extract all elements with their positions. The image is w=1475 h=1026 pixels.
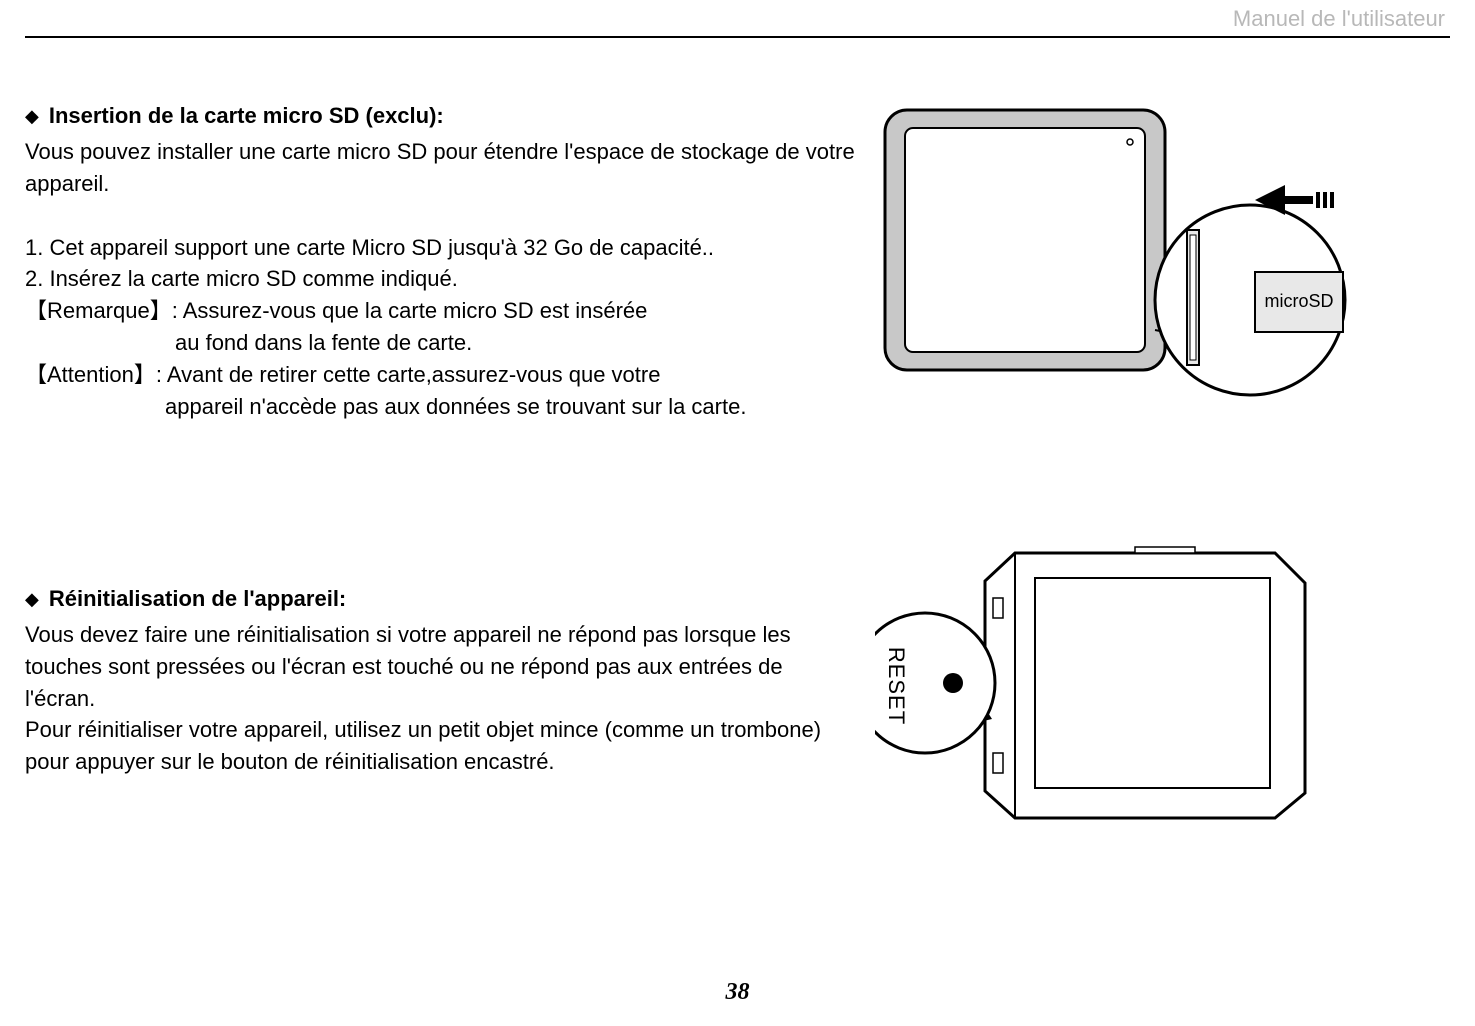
section2-title: Réinitialisation de l'appareil: [49, 583, 346, 615]
attention-row: 【Attention】 : Avant de retirer cette car… [25, 359, 855, 391]
page-number: 38 [0, 979, 1475, 1006]
section1-point2: 2. Insérez la carte micro SD comme indiq… [25, 263, 855, 295]
section2-figure: RESET [855, 523, 1450, 823]
section1-text: ◆ Insertion de la carte micro SD (exclu)… [25, 100, 855, 423]
attention-text: : Avant de retirer cette carte,assurez-v… [156, 359, 661, 391]
remarque-label: 【Remarque】 [25, 295, 172, 327]
header-rule [25, 36, 1450, 38]
section1-heading: ◆ Insertion de la carte micro SD (exclu)… [25, 100, 855, 132]
attention-cont: appareil n'accède pas aux données se tro… [25, 391, 855, 423]
section2-text: ◆ Réinitialisation de l'appareil: Vous d… [25, 583, 855, 778]
remarque-cont: au fond dans la fente de carte. [25, 327, 855, 359]
remarque-text: : Assurez-vous que la carte micro SD est… [172, 295, 648, 327]
reset-label: RESET [883, 647, 909, 725]
diamond-bullet-icon: ◆ [25, 107, 39, 125]
section2-p2: Pour réinitialiser votre appareil, utili… [25, 714, 855, 778]
section2-p1: Vous devez faire une réinitialisation si… [25, 619, 855, 715]
header-title: Manuel de l'utilisateur [1233, 6, 1445, 32]
tablet-sd-illustration: microSD [875, 100, 1355, 400]
section-reset: ◆ Réinitialisation de l'appareil: Vous d… [25, 583, 1450, 823]
section-sd-card: ◆ Insertion de la carte micro SD (exclu)… [25, 100, 1450, 423]
section1-title: Insertion de la carte micro SD (exclu): [49, 100, 444, 132]
remarque-row: 【Remarque】 : Assurez-vous que la carte m… [25, 295, 855, 327]
page-content: ◆ Insertion de la carte micro SD (exclu)… [25, 100, 1450, 903]
section1-figure: microSD [855, 100, 1450, 400]
section1-intro: Vous pouvez installer une carte micro SD… [25, 136, 855, 200]
diamond-bullet-icon: ◆ [25, 590, 39, 608]
attention-label: 【Attention】 [25, 359, 156, 391]
section2-heading: ◆ Réinitialisation de l'appareil: [25, 583, 855, 615]
tablet-reset-illustration [875, 523, 1315, 823]
sd-label: microSD [1264, 291, 1333, 311]
section1-point1: 1. Cet appareil support une carte Micro … [25, 232, 855, 264]
